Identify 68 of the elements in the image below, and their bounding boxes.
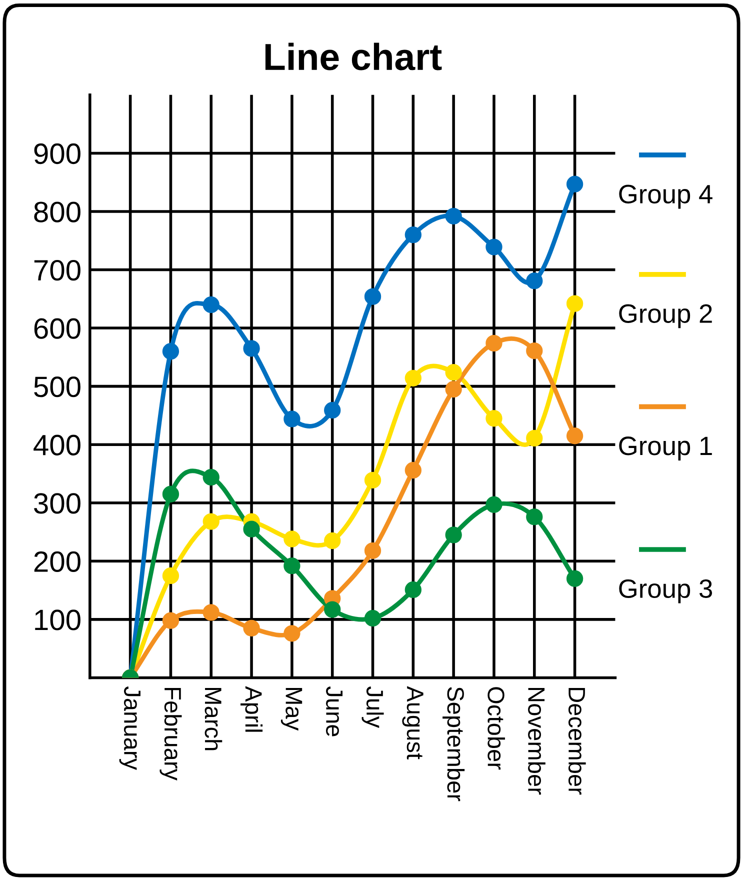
y-tick-label: 800 — [34, 202, 80, 222]
point — [404, 226, 422, 244]
point — [486, 496, 502, 513]
x-tick-label: August — [402, 686, 424, 760]
point — [486, 238, 502, 256]
point — [202, 604, 220, 621]
point — [202, 296, 220, 314]
point — [445, 526, 462, 544]
point — [404, 370, 422, 386]
point — [526, 272, 543, 290]
point — [486, 410, 502, 427]
point — [445, 208, 462, 224]
point — [364, 288, 382, 305]
point — [566, 295, 584, 312]
point — [284, 530, 300, 548]
point — [324, 532, 341, 550]
x-tick-label: January — [119, 686, 140, 770]
y-tick-label: 900 — [34, 143, 80, 164]
x-tick-label: July — [362, 686, 384, 728]
y-tick-label: 500 — [34, 376, 80, 398]
point — [162, 343, 180, 360]
point — [526, 430, 543, 447]
x-tick-label: April — [240, 686, 263, 732]
point — [202, 468, 220, 486]
y-tick-label: 300 — [34, 493, 80, 514]
point — [364, 472, 382, 488]
chart-title: Line chart — [265, 42, 442, 70]
x-tick-label: March — [204, 688, 222, 750]
x-tick-label: May — [280, 688, 302, 731]
point — [284, 625, 300, 642]
point — [566, 428, 584, 444]
x-tick-label: September — [442, 687, 465, 802]
y-tick-label: 400 — [34, 434, 80, 456]
point — [324, 601, 341, 618]
point — [162, 612, 180, 629]
point — [486, 334, 502, 352]
point — [526, 508, 543, 526]
point — [284, 557, 300, 574]
x-tick-label: June — [326, 686, 342, 736]
point — [162, 567, 180, 584]
legend-label: Group 3 — [619, 579, 712, 604]
point — [364, 542, 382, 559]
point — [243, 520, 260, 538]
point — [445, 364, 462, 381]
point — [284, 410, 300, 428]
x-tick-label: October — [488, 687, 505, 770]
y-tick-label: 100 — [35, 610, 80, 630]
point — [404, 581, 422, 598]
point — [243, 620, 260, 637]
point — [364, 610, 382, 627]
point — [162, 486, 180, 502]
x-tick-label: February — [160, 688, 182, 780]
point — [324, 402, 341, 419]
legend-label: Group 4 — [619, 184, 712, 209]
legend-label: Group 2 — [619, 304, 712, 328]
point — [566, 176, 584, 192]
point — [566, 570, 584, 587]
y-tick-label: 600 — [34, 318, 80, 339]
legend-label: Group 1 — [619, 436, 712, 460]
point — [202, 513, 220, 530]
point — [445, 380, 462, 398]
x-tick-label: December — [568, 688, 586, 795]
y-tick-label: 700 — [34, 260, 80, 281]
x-tick-label: November — [528, 688, 546, 795]
point — [526, 342, 543, 360]
point — [243, 340, 260, 357]
y-tick-label: 200 — [34, 551, 80, 572]
point — [404, 462, 422, 479]
